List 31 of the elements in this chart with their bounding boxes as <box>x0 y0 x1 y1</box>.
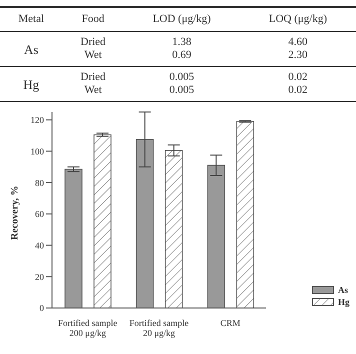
legend-label: Hg <box>337 296 351 308</box>
category-label: Food <box>80 12 106 27</box>
legend-label: As <box>337 284 350 296</box>
text: 0.005 <box>169 71 194 83</box>
y-tick-label: 40 <box>35 240 44 250</box>
text: Dried <box>80 36 106 48</box>
category-label: Metal <box>17 12 46 27</box>
text: 4.60 <box>288 36 308 48</box>
text: 0.02 <box>288 84 308 96</box>
y-tick-label: 60 <box>35 209 44 220</box>
text: 0.02 <box>288 71 308 83</box>
text: 1.38 <box>172 36 192 48</box>
x-tick-label: Fortified sample 20 μg/kg <box>129 318 189 338</box>
category-label: LOQ (μg/kg) <box>268 12 328 27</box>
y-tick-label: 0 <box>40 303 44 314</box>
y-tick-label: 100 <box>30 146 44 156</box>
text: Wet <box>84 49 102 61</box>
y-tick-label: 120 <box>30 115 44 126</box>
y-tick-label: 80 <box>35 178 44 188</box>
x-tick-label: Fortified sample 200 μg/kg <box>58 318 118 338</box>
category-label: As <box>24 42 38 56</box>
x-tick-label: CRM <box>220 318 240 328</box>
category-label: Hg <box>23 76 40 92</box>
text: 0.005 <box>169 84 194 96</box>
y-axis-title: Recovery, % <box>10 186 21 240</box>
text: Wet <box>84 84 102 96</box>
text: Dried <box>80 71 106 83</box>
text: 2.30 <box>288 49 308 61</box>
y-tick-label: 20 <box>35 272 44 282</box>
category-label: LOD (μg/kg) <box>152 12 212 27</box>
text: 0.69 <box>172 49 192 61</box>
